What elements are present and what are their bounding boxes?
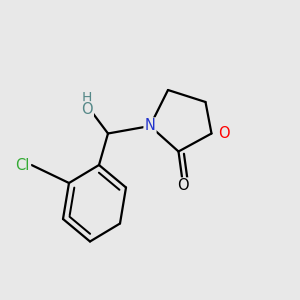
Text: O: O	[81, 102, 93, 117]
Text: Cl: Cl	[16, 158, 30, 172]
Text: O: O	[218, 126, 230, 141]
Text: N: N	[145, 118, 155, 134]
Text: H: H	[82, 91, 92, 105]
Text: O: O	[177, 178, 189, 194]
